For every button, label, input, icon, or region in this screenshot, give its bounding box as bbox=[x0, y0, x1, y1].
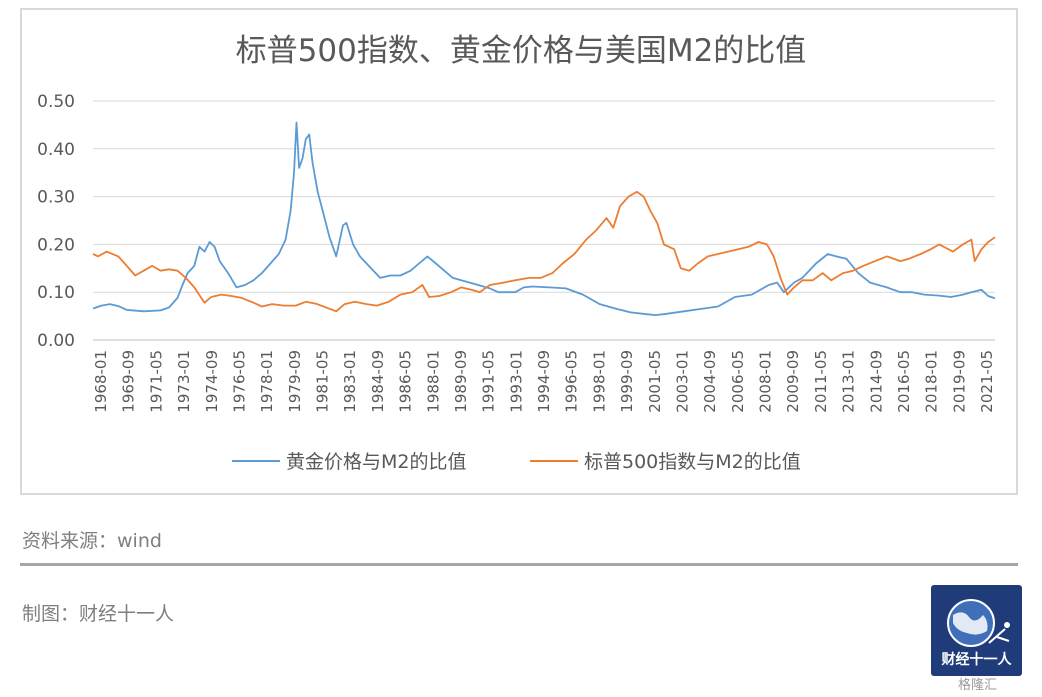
x-tick-label: 1968-01 bbox=[92, 350, 110, 413]
x-tick-label: 2008-01 bbox=[757, 350, 775, 413]
data-source-note: 资料来源：wind bbox=[22, 530, 162, 552]
x-tick-label: 1989-09 bbox=[452, 350, 470, 413]
x-tick-label: 1991-05 bbox=[480, 350, 498, 413]
y-tick-label: 0.50 bbox=[37, 92, 75, 112]
chart-credit: 制图：财经十一人 bbox=[22, 603, 175, 625]
x-tick-label: 2009-09 bbox=[784, 350, 802, 413]
x-tick-label: 1994-09 bbox=[535, 350, 553, 413]
x-tick-label: 1973-01 bbox=[175, 350, 193, 413]
legend: 黄金价格与M2的比值 标普500指数与M2的比值 bbox=[232, 451, 801, 473]
y-tick-label: 0.20 bbox=[37, 235, 75, 255]
line-chart: 0.000.100.200.300.400.50 1968-01 1969-09 1… bbox=[37, 92, 996, 473]
x-tick-label: 1988-01 bbox=[424, 350, 442, 413]
legend-label: 黄金价格与M2的比值 bbox=[286, 451, 466, 473]
series-line-1 bbox=[92, 121, 996, 316]
x-tick-label: 2001-05 bbox=[646, 350, 664, 413]
x-tick-label: 2004-09 bbox=[701, 350, 719, 413]
series-line-2 bbox=[92, 190, 996, 313]
x-tick-label: 2016-05 bbox=[895, 350, 913, 413]
x-axis: 1968-01 1969-09 1971-05 1973-01 1974-09 1976-… bbox=[92, 350, 996, 413]
x-tick-label: 1978-01 bbox=[258, 350, 276, 413]
logo-text: 财经十一人 bbox=[941, 652, 1012, 668]
x-tick-label: 1993-01 bbox=[507, 350, 525, 413]
legend-label: 标普500指数与M2的比值 bbox=[584, 451, 801, 473]
divider bbox=[20, 563, 1018, 566]
chart-title: 标普500指数、黄金价格与美国M2的比值 bbox=[235, 33, 807, 69]
x-tick-label: 1976-05 bbox=[230, 350, 248, 413]
x-tick-label: 1983-01 bbox=[341, 350, 359, 413]
x-tick-label: 1979-09 bbox=[286, 350, 304, 413]
x-tick-label: 2018-01 bbox=[923, 350, 941, 413]
x-tick-label: 1998-01 bbox=[590, 350, 608, 413]
chart-frame bbox=[20, 8, 1018, 495]
x-tick-label: 1971-05 bbox=[147, 350, 165, 413]
x-tick-label: 2003-01 bbox=[673, 350, 691, 413]
gridlines bbox=[93, 100, 995, 341]
x-tick-label: 1999-09 bbox=[618, 350, 636, 413]
watermark: 格隆汇 bbox=[958, 678, 998, 693]
x-tick-label: 2019-09 bbox=[950, 350, 968, 413]
x-tick-label: 2014-09 bbox=[867, 350, 885, 413]
x-tick-label: 2013-01 bbox=[840, 350, 858, 413]
y-axis: 0.00 0.10 0.20 0.30 0.40 0.50 bbox=[37, 92, 75, 351]
x-tick-label: 1984-09 bbox=[369, 350, 387, 413]
x-tick-label: 2006-05 bbox=[729, 350, 747, 413]
x-tick-label: 1969-09 bbox=[120, 350, 138, 413]
x-tick-label: 1981-05 bbox=[314, 350, 332, 413]
series-lines bbox=[92, 121, 996, 316]
globe-icon bbox=[947, 599, 1010, 647]
brand-logo: 财经十一人 bbox=[931, 585, 1022, 676]
x-tick-label: 2011-05 bbox=[812, 350, 830, 413]
y-tick-label: 0.30 bbox=[37, 188, 75, 208]
y-tick-label: 0.40 bbox=[37, 140, 75, 160]
y-tick-label: 0.00 bbox=[37, 331, 75, 351]
x-tick-label: 1986-05 bbox=[397, 350, 415, 413]
x-tick-label: 1974-09 bbox=[203, 350, 221, 413]
x-tick-label: 1996-05 bbox=[563, 350, 581, 413]
y-tick-label: 0.10 bbox=[37, 283, 75, 303]
x-tick-label: 2021-05 bbox=[978, 350, 996, 413]
